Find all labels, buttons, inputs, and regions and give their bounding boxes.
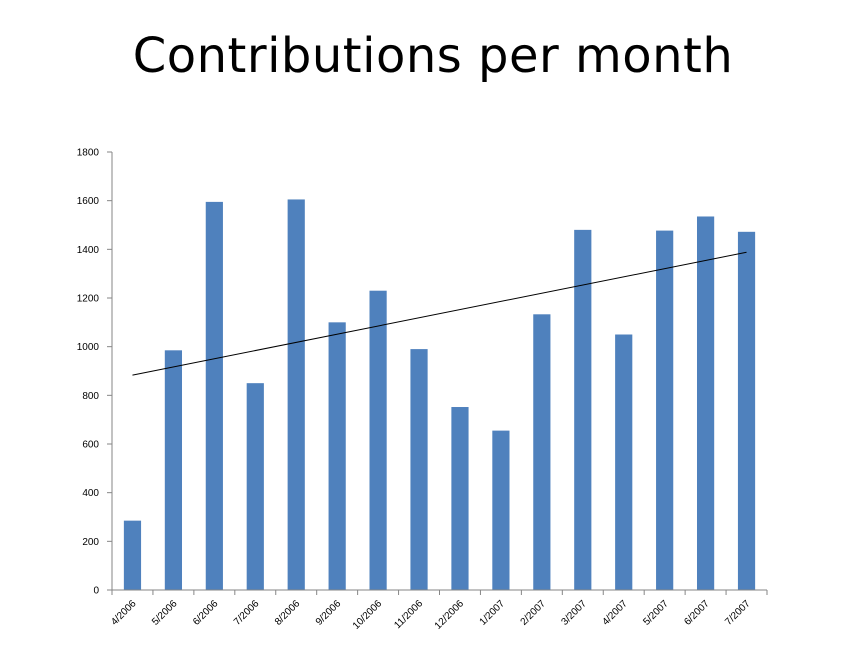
- bar: [369, 290, 387, 590]
- x-tick-label: 8/2006: [273, 598, 303, 628]
- x-axis: 4/2006 5/2006 6/2006 7/2006 8/2006 9/2006 10/2…: [109, 589, 768, 632]
- x-tick-label: 10/2006: [351, 598, 385, 632]
- trendline: [132, 251, 747, 376]
- bar: [328, 322, 346, 590]
- y-tick-label: 1400: [77, 245, 100, 256]
- bar: [123, 520, 142, 590]
- bar: [492, 430, 510, 590]
- x-tick-label: 1/2007: [478, 598, 508, 628]
- bar: [615, 334, 633, 590]
- y-tick-label: 400: [82, 488, 99, 499]
- x-tick-label: 3/2007: [559, 598, 589, 628]
- y-tick-label: 1200: [77, 294, 100, 305]
- bar: [246, 383, 264, 590]
- x-tick-label: 6/2006: [191, 598, 221, 628]
- bar: [287, 199, 305, 590]
- y-tick-label: 0: [93, 586, 99, 597]
- trendline-line: [132, 251, 747, 376]
- x-tick-label: 2/2007: [519, 598, 549, 628]
- bar: [737, 231, 756, 590]
- x-tick-label: 4/2007: [600, 598, 630, 628]
- chart-title: Contributions per month: [132, 28, 734, 84]
- y-tick-label: 600: [82, 440, 99, 451]
- bar: [656, 230, 674, 590]
- x-tick-label: 7/2007: [723, 598, 753, 628]
- x-tick-label: 4/2006: [109, 598, 139, 628]
- bar: [410, 349, 428, 590]
- x-tick-label: 5/2007: [641, 598, 671, 628]
- bar-series: [123, 199, 756, 590]
- y-tick-label: 1800: [77, 148, 100, 159]
- x-tick-label: 5/2006: [150, 598, 180, 628]
- x-tick-label: 7/2006: [232, 598, 262, 628]
- bar: [451, 407, 469, 590]
- y-tick-label: 800: [82, 391, 99, 402]
- bar: [164, 350, 183, 590]
- y-tick-label: 200: [82, 537, 99, 548]
- x-tick-label: 9/2006: [314, 598, 344, 628]
- y-tick-label: 1600: [77, 196, 100, 207]
- bar: [574, 229, 592, 590]
- bar: [533, 314, 551, 590]
- y-axis: 0 200 400 600 800 1000 1200 1400 1600 1800: [77, 148, 113, 597]
- x-tick-label: 12/2006: [433, 598, 467, 632]
- bar: [696, 216, 715, 590]
- x-tick-label: 11/2006: [392, 598, 425, 631]
- bar: [205, 201, 223, 590]
- y-tick-label: 1000: [77, 342, 100, 353]
- x-tick-label: 6/2007: [682, 598, 712, 628]
